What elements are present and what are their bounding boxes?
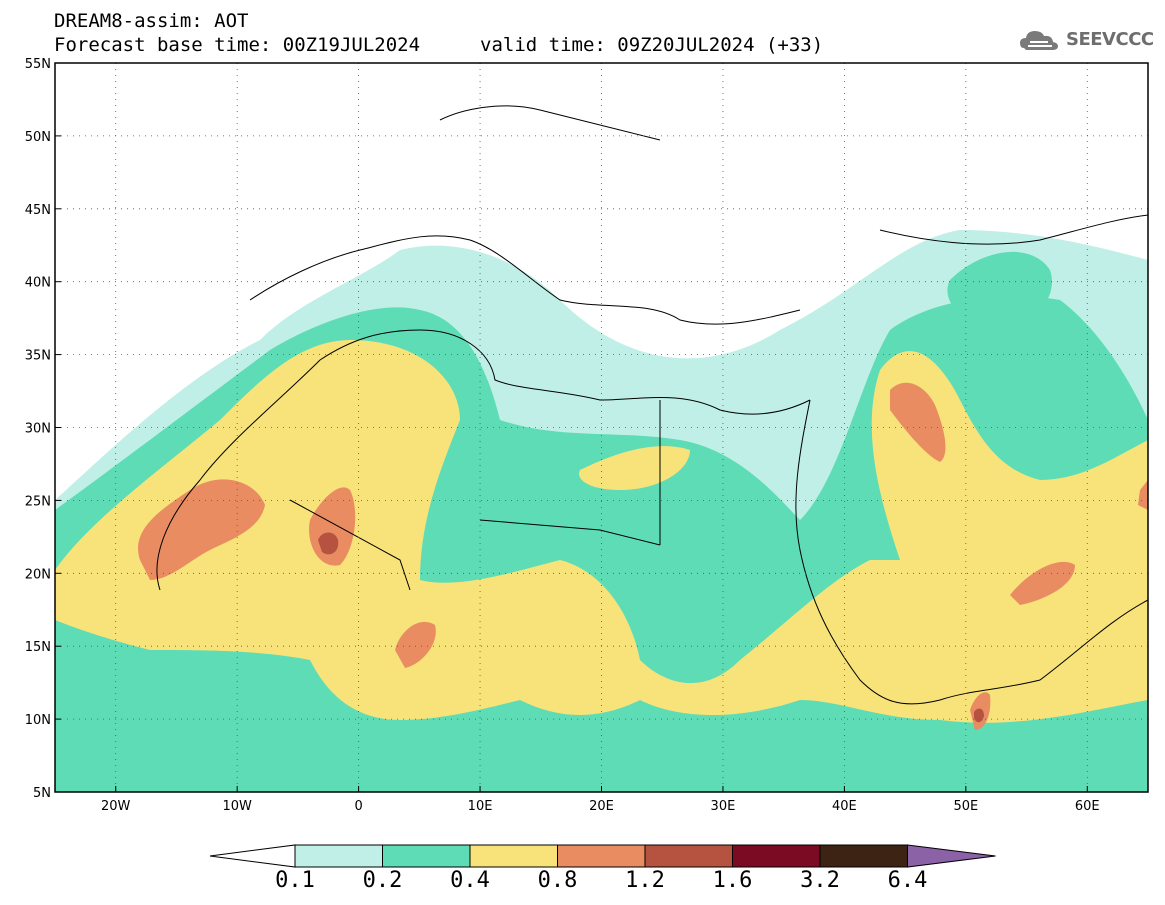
lat-tick-label: 10N — [25, 713, 51, 728]
colorbar-segment — [820, 845, 908, 867]
lat-tick-label: 50N — [25, 130, 51, 145]
lon-tick-label: 0 — [354, 799, 362, 814]
colorbar-low-arrow — [210, 845, 295, 867]
lon-tick-label: 10E — [468, 799, 493, 814]
lon-tick-label: 10W — [222, 799, 252, 814]
aot-map: 20W 10W 0 10E 20E 30E 40E 50E 60E 5N 10N 15N 20N 25N 3… — [0, 0, 1165, 905]
colorbar-label: 1.6 — [713, 868, 753, 894]
colorbar-label: 1.2 — [625, 868, 665, 894]
colorbar-segment — [470, 845, 558, 867]
colorbar-label: 6.4 — [888, 868, 928, 894]
colorbar-segment — [383, 845, 471, 867]
lon-tick-label: 40E — [832, 799, 857, 814]
colorbar-segment — [645, 845, 733, 867]
lat-tick-label: 15N — [25, 640, 51, 655]
colorbar-label: 0.1 — [275, 868, 315, 894]
lon-tick-label: 30E — [711, 799, 736, 814]
colorbar — [210, 845, 996, 867]
lat-tick-label: 35N — [25, 349, 51, 364]
lon-tick-label: 20E — [589, 799, 614, 814]
colorbar-label: 0.8 — [538, 868, 578, 894]
lat-tick-label: 40N — [25, 276, 51, 291]
colorbar-label: 0.4 — [450, 868, 490, 894]
lat-tick-label: 20N — [25, 567, 51, 582]
lon-tick-label: 20W — [101, 799, 131, 814]
colorbar-high-arrow — [908, 845, 996, 867]
colorbar-segment — [558, 845, 646, 867]
lon-tick-label: 60E — [1075, 799, 1100, 814]
lat-tick-label: 5N — [33, 786, 51, 801]
lat-tick-label: 25N — [25, 494, 51, 509]
lat-tick-label: 55N — [25, 57, 51, 72]
lat-tick-label: 30N — [25, 422, 51, 437]
colorbar-segment — [295, 845, 383, 867]
colorbar-label: 3.2 — [800, 868, 840, 894]
lat-tick-label: 45N — [25, 203, 51, 218]
colorbar-segment — [733, 845, 821, 867]
colorbar-label: 0.2 — [363, 868, 403, 894]
lon-tick-label: 50E — [953, 799, 978, 814]
